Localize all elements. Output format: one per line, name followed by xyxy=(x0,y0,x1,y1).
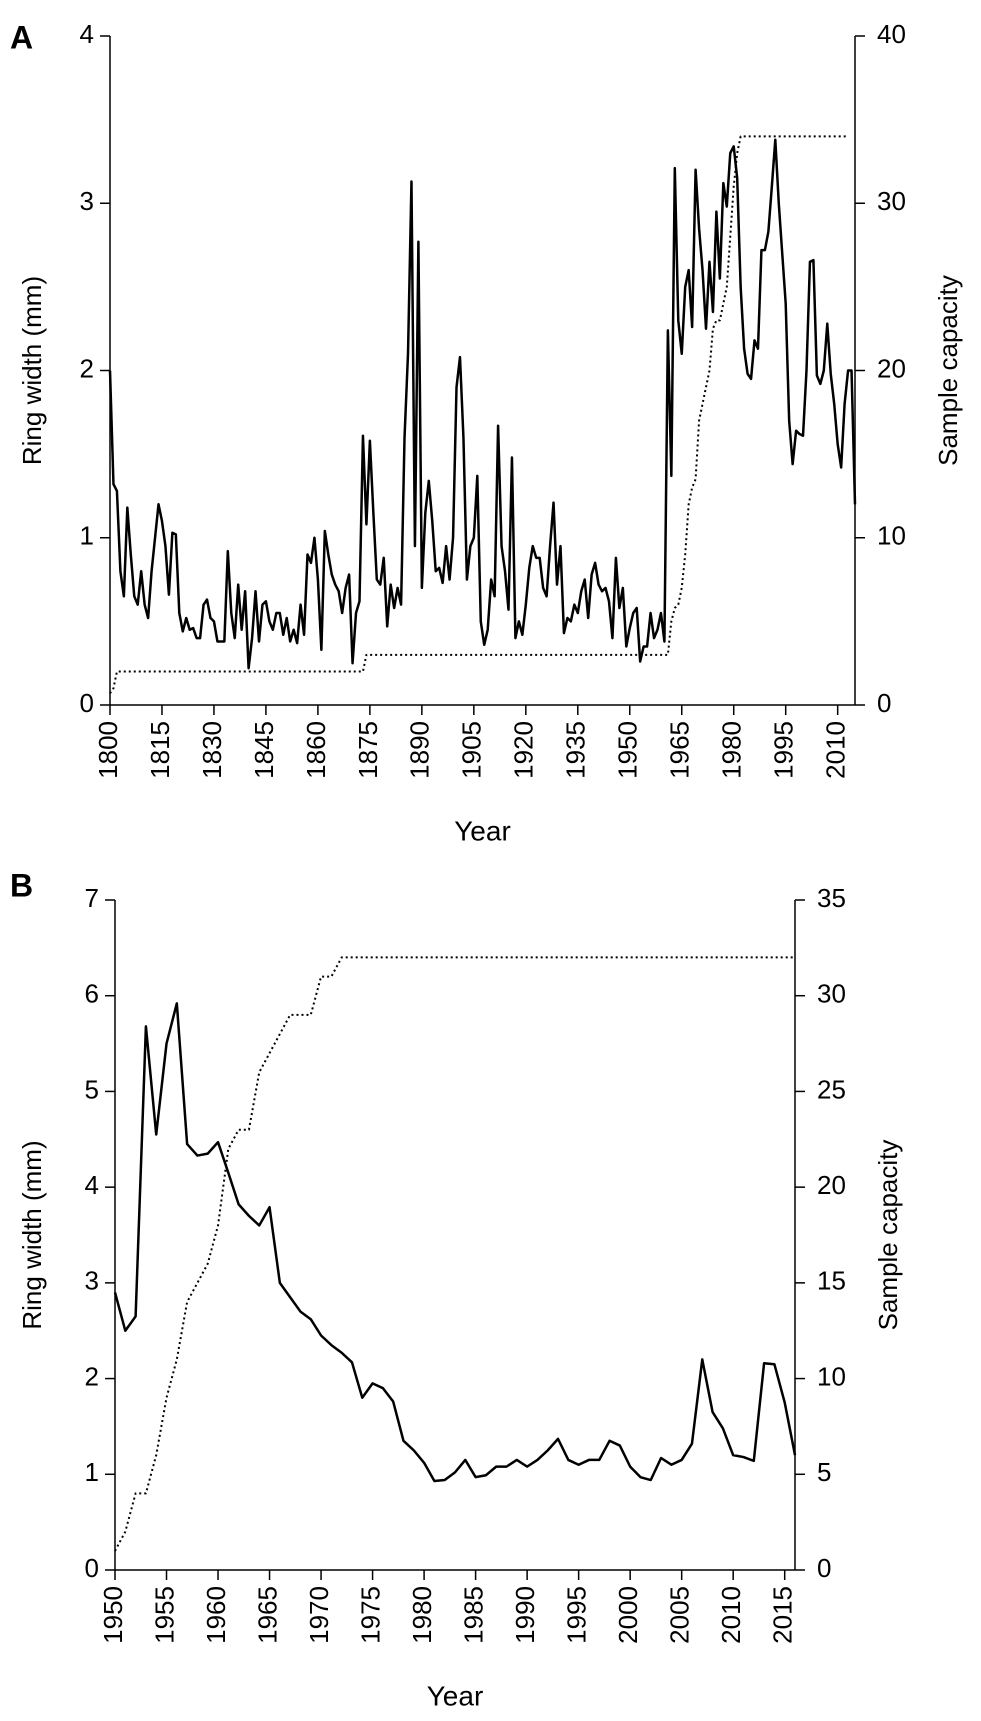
x-tick-label: 2005 xyxy=(665,1586,695,1644)
x-tick-label: 1890 xyxy=(405,721,435,779)
y-tick-label: 5 xyxy=(85,1074,99,1104)
x-tick-label: 1830 xyxy=(197,721,227,779)
x-axis-label: Year xyxy=(427,1680,484,1711)
y-tick-label: 1 xyxy=(85,1457,99,1487)
y2-tick-label: 10 xyxy=(877,521,906,551)
x-tick-label: 1955 xyxy=(149,1586,179,1644)
x-tick-label: 1980 xyxy=(717,721,747,779)
x-tick-label: 2010 xyxy=(821,721,851,779)
y2-tick-label: 15 xyxy=(817,1266,846,1296)
x-tick-label: 1960 xyxy=(201,1586,231,1644)
y-tick-label: 1 xyxy=(80,521,94,551)
y2-tick-label: 40 xyxy=(877,19,906,49)
x-tick-label: 1950 xyxy=(613,721,643,779)
y2-tick-label: 30 xyxy=(877,186,906,216)
y2-axis-label: Sample capacity xyxy=(873,1140,903,1331)
y2-tick-label: 30 xyxy=(817,979,846,1009)
y2-axis-label: Sample capacity xyxy=(933,275,963,466)
x-tick-label: 1845 xyxy=(249,721,279,779)
x-tick-label: 1950 xyxy=(98,1586,128,1644)
y-tick-label: 0 xyxy=(80,688,94,718)
x-tick-label: 1965 xyxy=(665,721,695,779)
x-tick-label: 1975 xyxy=(355,1586,385,1644)
x-tick-label: 1920 xyxy=(509,721,539,779)
x-tick-label: 1970 xyxy=(304,1586,334,1644)
y-axis-label: Ring width (mm) xyxy=(17,1140,47,1329)
y2-tick-label: 5 xyxy=(817,1457,831,1487)
x-tick-label: 1905 xyxy=(457,721,487,779)
ring-width-line xyxy=(108,138,857,670)
y-tick-label: 3 xyxy=(80,186,94,216)
x-tick-label: 1815 xyxy=(145,721,175,779)
y-tick-label: 7 xyxy=(85,883,99,913)
x-tick-label: 2015 xyxy=(768,1586,798,1644)
x-tick-label: 1860 xyxy=(301,721,331,779)
x-axis-label: Year xyxy=(454,815,511,846)
y-tick-label: 6 xyxy=(85,979,99,1009)
x-tick-label: 1965 xyxy=(252,1586,282,1644)
y2-tick-label: 0 xyxy=(817,1553,831,1583)
y-tick-label: 4 xyxy=(80,19,94,49)
x-tick-label: 1990 xyxy=(510,1586,540,1644)
x-tick-label: 1980 xyxy=(407,1586,437,1644)
panel-label: A xyxy=(10,19,33,55)
x-tick-label: 1995 xyxy=(562,1586,592,1644)
x-tick-label: 1800 xyxy=(93,721,123,779)
x-tick-label: 1935 xyxy=(561,721,591,779)
y2-tick-label: 25 xyxy=(817,1074,846,1104)
y2-tick-label: 20 xyxy=(877,353,906,383)
y-tick-label: 3 xyxy=(85,1266,99,1296)
x-tick-label: 2000 xyxy=(613,1586,643,1644)
y-tick-label: 2 xyxy=(85,1361,99,1391)
y-tick-label: 4 xyxy=(85,1170,99,1200)
y2-tick-label: 20 xyxy=(817,1170,846,1200)
y2-tick-label: 10 xyxy=(817,1361,846,1391)
x-tick-label: 1985 xyxy=(458,1586,488,1644)
ring-width-line xyxy=(113,1002,797,1483)
y-tick-label: 0 xyxy=(85,1553,99,1583)
y2-tick-label: 0 xyxy=(877,688,891,718)
x-tick-label: 2010 xyxy=(716,1586,746,1644)
y-tick-label: 2 xyxy=(80,353,94,383)
y-axis-label: Ring width (mm) xyxy=(17,276,47,465)
x-tick-label: 1995 xyxy=(769,721,799,779)
x-tick-label: 1875 xyxy=(353,721,383,779)
sample-capacity-line xyxy=(114,956,795,1552)
panel-label: B xyxy=(10,867,33,903)
y2-tick-label: 35 xyxy=(817,883,846,913)
